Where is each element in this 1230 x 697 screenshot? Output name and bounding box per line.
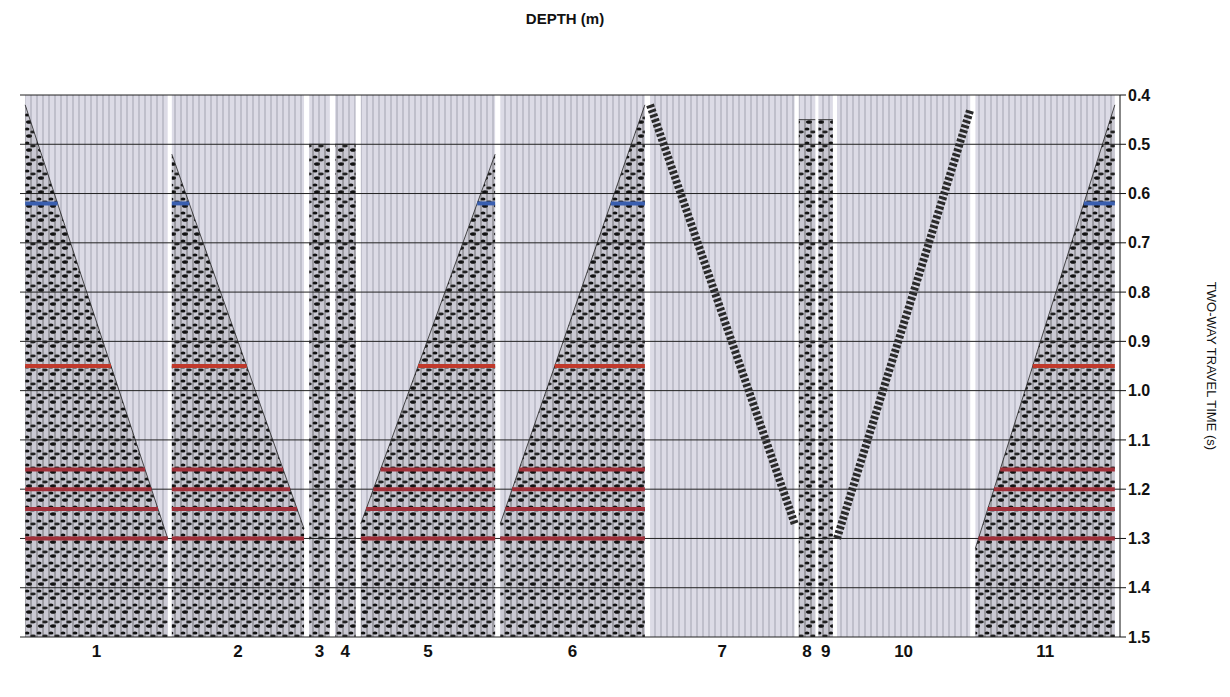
svg-text:2: 2 [233, 642, 242, 661]
svg-text:1.0: 1.0 [1128, 382, 1150, 399]
svg-text:1.5: 1.5 [1128, 629, 1150, 646]
svg-text:TWO-WAY TRAVEL TIME (s): TWO-WAY TRAVEL TIME (s) [1204, 282, 1219, 450]
svg-text:6: 6 [568, 642, 577, 661]
svg-text:10: 10 [894, 642, 913, 661]
svg-text:8: 8 [802, 642, 811, 661]
svg-text:1: 1 [92, 642, 101, 661]
svg-text:1.1: 1.1 [1128, 432, 1150, 449]
html-text:DEPTH (m): DEPTH (m) [525, 10, 605, 27]
svg-text:0.6: 0.6 [1128, 185, 1150, 202]
svg-text:5: 5 [423, 642, 432, 661]
svg-text:7: 7 [718, 642, 727, 661]
svg-text:1.2: 1.2 [1128, 481, 1150, 498]
svg-text:1.3: 1.3 [1128, 530, 1150, 547]
svg-text:0.7: 0.7 [1128, 234, 1150, 251]
svg-text:0.9: 0.9 [1128, 333, 1150, 350]
svg-text:0.5: 0.5 [1128, 136, 1150, 153]
svg-text:0.8: 0.8 [1128, 284, 1150, 301]
svg-text:9: 9 [821, 642, 830, 661]
svg-text:1.4: 1.4 [1128, 579, 1150, 596]
svg-text:11: 11 [1036, 642, 1054, 661]
svg-text:4: 4 [341, 642, 351, 661]
svg-text:3: 3 [315, 642, 324, 661]
svg-text:0.4: 0.4 [1128, 87, 1150, 104]
